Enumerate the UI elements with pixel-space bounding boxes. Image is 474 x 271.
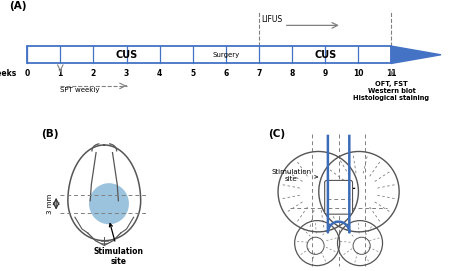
Text: 9: 9	[323, 69, 328, 78]
Text: (A): (A)	[9, 1, 27, 11]
Text: 8: 8	[290, 69, 295, 78]
Text: OFT, FST
Western blot
Histological staining: OFT, FST Western blot Histological stain…	[354, 81, 429, 101]
Polygon shape	[392, 46, 441, 63]
Text: 0: 0	[25, 69, 30, 78]
Text: LIFUS: LIFUS	[261, 15, 282, 24]
Text: CUS: CUS	[314, 50, 337, 60]
Text: Stimulation
site: Stimulation site	[94, 224, 144, 266]
Text: Surgery: Surgery	[212, 52, 239, 58]
Text: 1: 1	[58, 69, 63, 78]
Text: 3 mm: 3 mm	[46, 193, 53, 214]
Text: PrL: PrL	[341, 182, 356, 191]
Text: 6: 6	[223, 69, 228, 78]
Text: CUS: CUS	[115, 50, 137, 60]
Text: 2: 2	[91, 69, 96, 78]
Text: 10: 10	[353, 69, 364, 78]
FancyBboxPatch shape	[325, 180, 353, 214]
Text: (B): (B)	[41, 129, 58, 139]
Ellipse shape	[89, 183, 129, 224]
Text: IL: IL	[341, 199, 349, 208]
Text: 4: 4	[157, 69, 162, 78]
Text: 5: 5	[190, 69, 195, 78]
Text: Stimulation
site: Stimulation site	[272, 169, 318, 182]
Text: Weeks: Weeks	[0, 69, 17, 78]
Text: SPT weekly: SPT weekly	[60, 87, 100, 93]
Text: 3: 3	[124, 69, 129, 78]
Text: 7: 7	[256, 69, 262, 78]
Text: (C): (C)	[268, 129, 285, 139]
Text: 11: 11	[386, 69, 397, 78]
Bar	[27, 46, 392, 63]
